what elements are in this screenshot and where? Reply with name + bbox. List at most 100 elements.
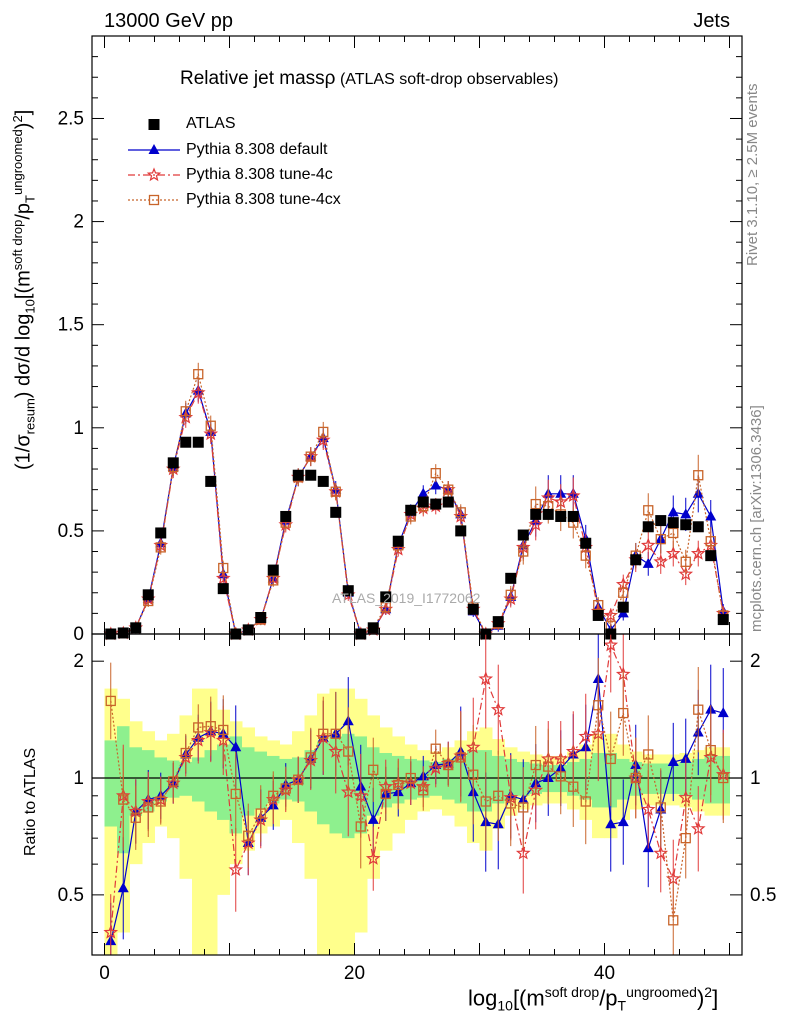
open-square-marker xyxy=(293,774,304,785)
open-square-marker xyxy=(405,772,416,784)
star-marker xyxy=(603,637,619,652)
open-square-marker xyxy=(443,759,454,771)
triangle-marker xyxy=(667,506,679,517)
star-marker xyxy=(315,432,331,447)
open-square-marker xyxy=(643,749,654,760)
triangle-marker xyxy=(705,510,717,521)
open-square-marker xyxy=(680,833,691,844)
ratio-panel-frame xyxy=(91,633,743,956)
x-tick-label: 0 xyxy=(99,963,110,984)
open-square-marker xyxy=(255,808,266,819)
atlas-data-point xyxy=(280,510,292,522)
open-square-marker xyxy=(455,752,466,763)
open-square-marker xyxy=(693,470,704,481)
open-square-marker xyxy=(618,587,629,598)
ratio-y-tick-label: 1 xyxy=(73,768,84,789)
open-square-marker xyxy=(605,753,616,765)
band-inner-bin xyxy=(692,758,705,800)
atlas-data-point xyxy=(555,510,567,522)
open-square-marker xyxy=(318,426,329,438)
star-marker xyxy=(640,537,656,552)
rivet-label: Rivet 3.1.10, ≥ 2.5M events xyxy=(744,83,761,267)
open-square-marker xyxy=(205,420,216,431)
open-square-marker xyxy=(155,796,166,807)
atlas-data-point xyxy=(417,496,429,508)
ratio-y-axis-label: Ratio to ATLAS xyxy=(22,747,39,856)
atlas-data-point xyxy=(405,504,417,516)
open-square-marker xyxy=(705,744,716,756)
band-inner-bin xyxy=(617,758,630,800)
atlas-data-point xyxy=(330,506,342,518)
star-marker xyxy=(653,554,669,569)
star-marker xyxy=(690,821,706,835)
triangle-marker xyxy=(717,707,729,718)
atlas-data-point xyxy=(217,583,229,595)
atlas-data-point xyxy=(205,475,217,487)
band-inner-bin xyxy=(179,761,193,796)
open-square-marker xyxy=(718,772,729,784)
atlas-data-point xyxy=(455,525,467,537)
atlas-data-point xyxy=(517,529,529,541)
open-square-marker xyxy=(155,542,166,553)
atlas-data-point xyxy=(592,609,604,621)
open-square-marker xyxy=(705,536,716,547)
ratio-y-tick-label-right: 1 xyxy=(750,768,761,789)
band-inner-bin xyxy=(217,744,230,820)
atlas-data-point xyxy=(380,591,392,603)
x-tick-label: 40 xyxy=(594,963,615,984)
open-square-marker xyxy=(105,695,116,707)
ratio-y-tick-label-right: 2 xyxy=(750,651,761,672)
open-square-marker xyxy=(230,788,241,800)
open-square-marker xyxy=(368,764,379,775)
band-inner-bin xyxy=(317,741,330,825)
main-y-tick-label: 1.5 xyxy=(58,315,84,336)
open-square-marker xyxy=(180,747,191,759)
atlas-data-point xyxy=(317,475,329,487)
atlas-data-point xyxy=(667,517,679,529)
star-marker xyxy=(665,545,681,560)
open-square-marker xyxy=(443,484,454,495)
atlas-data-point xyxy=(580,537,592,549)
band-inner-bin xyxy=(192,757,205,802)
open-square-marker xyxy=(268,575,279,586)
open-square-marker xyxy=(480,796,491,807)
chart-title-main: Relative jet massρ xyxy=(180,68,336,89)
legend xyxy=(128,119,180,206)
open-square-marker xyxy=(618,707,629,719)
axis-ticks: 00.511.522.50.5 0.51 12 20 20 40 xyxy=(58,36,776,984)
open-square-marker xyxy=(643,505,654,516)
triangle-marker xyxy=(430,479,442,490)
open-square-marker xyxy=(518,802,529,813)
chart-title: Relative jet massρ (ATLAS soft-drop obse… xyxy=(180,68,558,90)
triangle-marker xyxy=(148,144,160,154)
atlas-data-point xyxy=(492,616,504,628)
ratio-line-tune-4cx xyxy=(110,700,724,921)
legend-marker-atlas xyxy=(148,119,160,130)
open-square-marker xyxy=(243,830,254,841)
open-square-marker xyxy=(118,794,129,805)
open-square-marker xyxy=(355,821,366,832)
open-square-marker xyxy=(580,796,591,807)
open-square-marker xyxy=(393,779,404,791)
atlas-data-point xyxy=(642,521,654,533)
open-square-marker xyxy=(268,790,279,801)
open-square-marker xyxy=(205,721,216,732)
atlas-data-point xyxy=(130,622,142,634)
open-square-marker xyxy=(148,194,160,206)
band-inner-bin xyxy=(204,750,218,812)
axes-frames xyxy=(91,35,743,956)
star-marker xyxy=(203,426,219,441)
triangle-marker xyxy=(367,813,379,824)
chart-title-sub: (ATLAS soft-drop observables) xyxy=(339,71,559,88)
star-marker xyxy=(490,702,506,716)
atlas-data-point xyxy=(305,469,317,481)
atlas-data-point xyxy=(655,515,667,527)
atlas-data-point xyxy=(292,469,304,481)
band-inner-bin xyxy=(242,747,255,816)
open-square-marker xyxy=(130,812,141,823)
open-square-marker xyxy=(530,498,541,510)
open-square-marker xyxy=(493,790,504,801)
triangle-marker xyxy=(642,557,654,568)
ratio-y-tick-label: 0.5 xyxy=(58,885,84,906)
triangle-marker xyxy=(667,755,679,766)
